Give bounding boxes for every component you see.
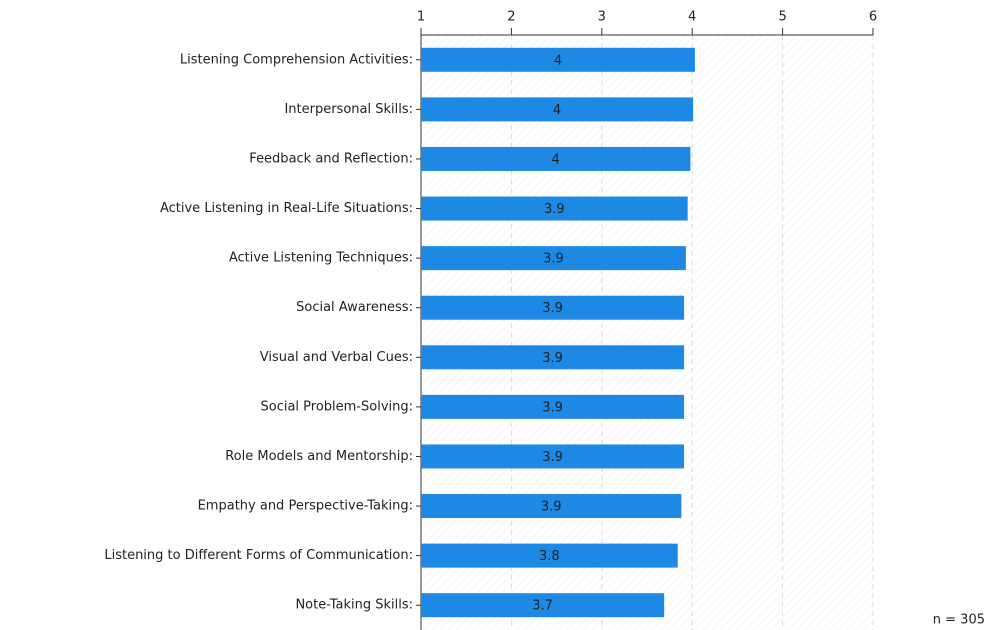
value-label: 3.9 xyxy=(541,500,562,515)
value-label: 3.9 xyxy=(543,252,564,267)
sample-size: n = 305 xyxy=(933,613,985,628)
value-label: 3.9 xyxy=(542,351,563,366)
bar xyxy=(421,345,685,370)
y-tick-label: Listening Comprehension Activities: xyxy=(180,52,413,67)
value-label: 3.9 xyxy=(542,400,563,415)
value-label: 4 xyxy=(552,152,560,167)
value-label: 3.8 xyxy=(539,549,560,564)
bar xyxy=(421,593,665,618)
bar xyxy=(421,196,688,221)
y-tick-label: Active Listening in Real-Life Situations… xyxy=(160,201,413,216)
value-label: 4 xyxy=(553,103,561,118)
y-tick-label: Role Models and Mentorship: xyxy=(225,449,413,464)
bar xyxy=(421,543,678,568)
bar xyxy=(421,47,695,72)
y-tick-label: Note-Taking Skills: xyxy=(295,598,413,613)
y-tick-label: Active Listening Techniques: xyxy=(229,251,413,266)
x-tick-label: 6 xyxy=(869,10,877,25)
x-tick-label: 2 xyxy=(507,10,515,25)
value-label: 3.7 xyxy=(532,599,553,614)
y-tick-label: Interpersonal Skills: xyxy=(284,102,413,117)
x-tick-label: 5 xyxy=(778,10,786,25)
bar xyxy=(421,394,685,419)
y-tick-label: Social Problem-Solving: xyxy=(260,399,413,414)
bar xyxy=(421,494,682,519)
value-label: 3.9 xyxy=(544,202,565,217)
x-tick-label: 1 xyxy=(417,10,425,25)
y-tick-label: Listening to Different Forms of Communic… xyxy=(104,548,413,563)
plot-background xyxy=(421,35,873,630)
value-label: 4 xyxy=(554,53,562,68)
y-tick-label: Visual and Verbal Cues: xyxy=(260,350,413,365)
bar xyxy=(421,295,685,320)
bar xyxy=(421,146,691,171)
bar xyxy=(421,444,685,469)
value-label: 3.9 xyxy=(542,450,563,465)
value-label: 3.9 xyxy=(542,301,563,316)
x-tick-label: 4 xyxy=(688,10,696,25)
bar xyxy=(421,97,694,122)
x-tick-label: 3 xyxy=(598,10,606,25)
y-tick-label: Social Awareness: xyxy=(296,300,413,315)
y-tick-label: Feedback and Reflection: xyxy=(249,151,413,166)
y-tick-label: Empathy and Perspective-Taking: xyxy=(198,499,413,514)
bar xyxy=(421,246,686,271)
